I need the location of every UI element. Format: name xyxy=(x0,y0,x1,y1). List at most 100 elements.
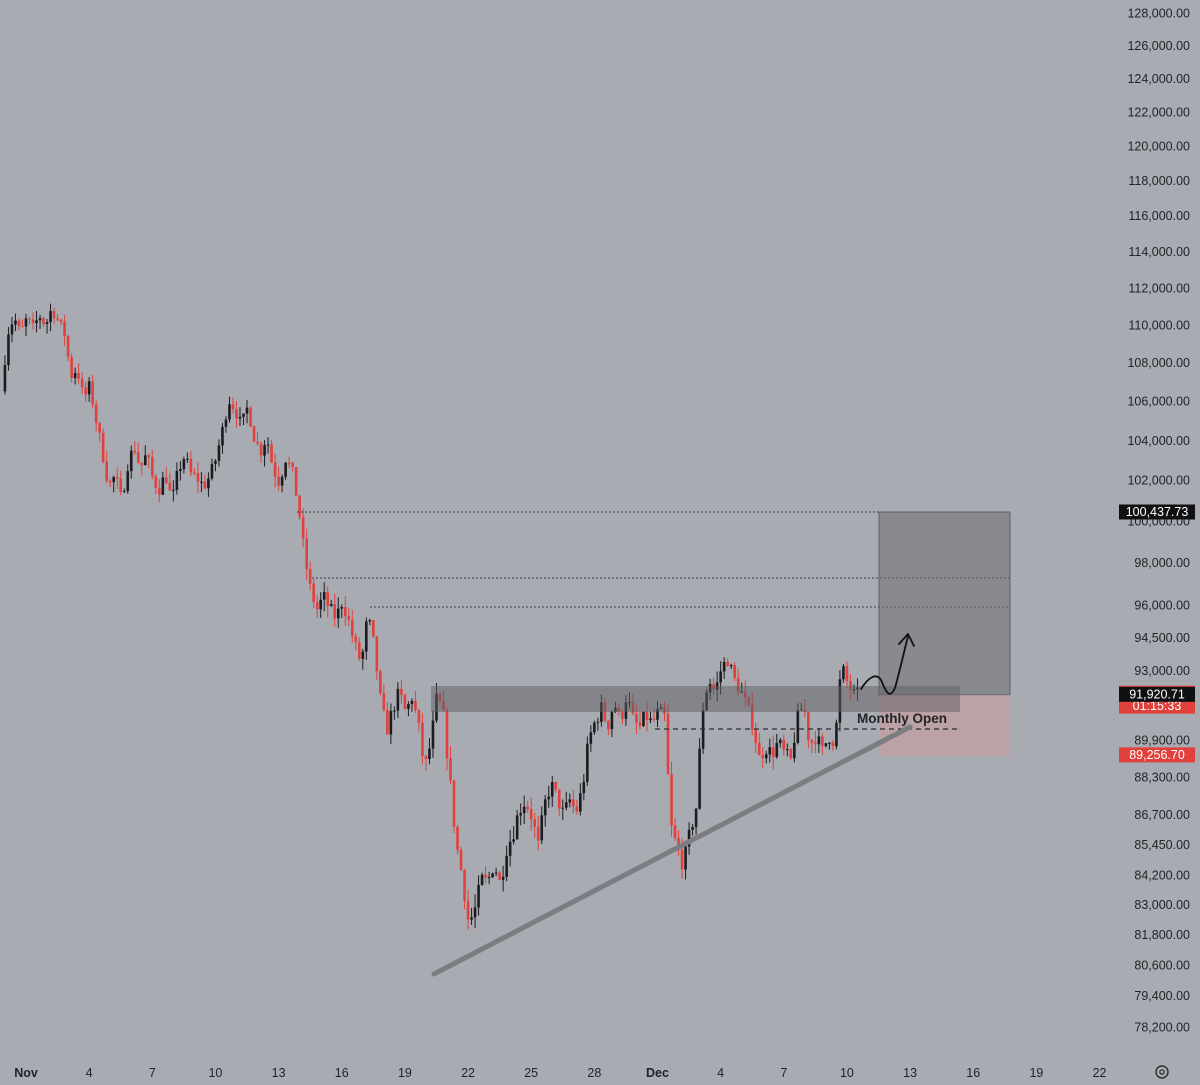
candle-body xyxy=(49,311,52,323)
y-tick-label: 114,000.00 xyxy=(1128,245,1190,259)
candle-body xyxy=(165,477,168,483)
x-tick-label: 25 xyxy=(524,1066,538,1080)
candle-body xyxy=(238,416,242,419)
candle-body xyxy=(45,322,49,324)
x-tick-label: 16 xyxy=(335,1066,349,1080)
y-tick-label: 102,000.00 xyxy=(1127,474,1190,488)
y-tick-label: 128,000.00 xyxy=(1127,7,1190,21)
candle-body xyxy=(42,318,45,324)
y-tick-label: 94,500.00 xyxy=(1134,631,1190,645)
x-tick-label: 4 xyxy=(86,1066,93,1080)
candle-body xyxy=(389,710,393,735)
candle-body xyxy=(526,806,529,809)
candle-body xyxy=(547,796,551,800)
candle-body xyxy=(459,849,463,871)
candle-body xyxy=(501,876,505,880)
candle-body xyxy=(736,677,740,693)
support-resistance-zone xyxy=(431,686,960,712)
candle-body xyxy=(122,491,126,493)
candle-body xyxy=(498,872,501,880)
y-tick-label: 86,700.00 xyxy=(1134,808,1190,822)
candle-body xyxy=(203,481,207,489)
y-tick-label: 85,450.00 xyxy=(1134,838,1190,852)
candle-body xyxy=(508,841,512,856)
candle-body xyxy=(56,318,59,320)
candle-body xyxy=(550,781,554,797)
candle-body xyxy=(607,720,610,730)
y-tick-label: 88,300.00 xyxy=(1134,771,1190,785)
candle-body xyxy=(375,636,379,672)
candle-body xyxy=(31,319,35,324)
candle-body xyxy=(480,874,484,885)
candle-body xyxy=(796,709,800,743)
candle-body xyxy=(428,748,431,759)
y-tick-label: 78,200.00 xyxy=(1134,1021,1190,1035)
candle-body xyxy=(336,608,340,619)
candle-body xyxy=(3,365,7,392)
candle-body xyxy=(449,758,452,781)
candle-body xyxy=(400,688,403,695)
candle-body xyxy=(491,873,494,878)
x-axis: Nov 4 7 10 13 16 19 22 25 28 Dec 4 7 10 13 16 19 22 xyxy=(14,1066,1106,1080)
candle-body xyxy=(287,462,291,464)
candle-body xyxy=(59,319,63,322)
candle-body xyxy=(673,825,677,838)
candle-body xyxy=(649,718,652,721)
price-tag-label: 91,920.71 xyxy=(1129,687,1185,701)
y-tick-label: 116,000.00 xyxy=(1128,209,1190,223)
x-tick-label: 16 xyxy=(966,1066,980,1080)
candle-body xyxy=(266,444,270,446)
candle-body xyxy=(182,459,186,470)
candle-body xyxy=(343,607,347,617)
candle-body xyxy=(73,373,77,379)
y-tick-label: 120,000.00 xyxy=(1127,139,1190,153)
candle-body xyxy=(301,517,305,539)
candle-body xyxy=(768,747,772,755)
candle-body xyxy=(228,404,231,420)
candle-body xyxy=(158,487,161,495)
candle-body xyxy=(147,455,151,458)
candle-body xyxy=(119,478,123,492)
y-tick-label: 98,000.00 xyxy=(1134,556,1190,570)
candle-body xyxy=(814,742,817,745)
candle-body xyxy=(10,324,14,335)
candle-body xyxy=(635,713,638,723)
price-tag-countdown: 01:15:33 xyxy=(1133,699,1182,713)
y-tick-label: 112,000.00 xyxy=(1128,281,1190,295)
candle-body xyxy=(361,651,365,659)
candle-body xyxy=(666,713,670,775)
candle-body xyxy=(354,636,358,643)
candle-body xyxy=(284,462,287,477)
candle-body xyxy=(726,661,729,667)
candle-body xyxy=(372,620,375,637)
candle-body xyxy=(189,458,193,473)
price-tags: 100,437.7391,950.6501:15:3391,920.7189,2… xyxy=(1119,504,1195,763)
candle-body xyxy=(722,661,726,672)
candle-body xyxy=(115,477,119,479)
candle-body xyxy=(487,877,491,879)
y-tick-label: 106,000.00 xyxy=(1127,395,1190,409)
candle-body xyxy=(277,476,280,486)
y-tick-label: 110,000.00 xyxy=(1128,318,1190,332)
candle-body xyxy=(66,336,70,358)
candle-body xyxy=(610,711,614,730)
candle-body xyxy=(421,722,424,757)
candle-body xyxy=(835,722,838,747)
target-zone-box xyxy=(878,511,1011,696)
candle-body xyxy=(84,387,87,395)
candle-body xyxy=(172,489,175,491)
x-tick-label: 13 xyxy=(903,1066,917,1080)
candle-body xyxy=(572,799,575,807)
candle-body xyxy=(94,404,98,423)
y-tick-label: 126,000.00 xyxy=(1127,39,1190,53)
settings-gear-icon[interactable] xyxy=(1155,1065,1169,1079)
candle-body xyxy=(579,793,582,812)
y-tick-label: 81,800.00 xyxy=(1134,928,1190,942)
candle-body xyxy=(329,604,333,606)
y-tick-label: 84,200.00 xyxy=(1134,868,1190,882)
candle-body xyxy=(105,461,108,481)
candle-body xyxy=(217,445,221,461)
candle-body xyxy=(817,736,821,745)
candle-body xyxy=(70,357,73,379)
